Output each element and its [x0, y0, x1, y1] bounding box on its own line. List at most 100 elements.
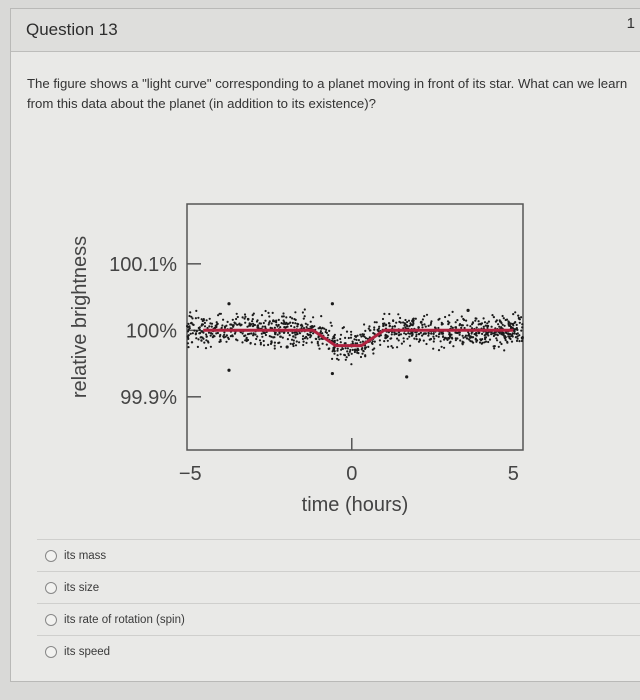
- data-point: [258, 339, 262, 342]
- data-point: [300, 323, 303, 326]
- data-point: [483, 321, 487, 324]
- radio-button[interactable]: [45, 549, 57, 562]
- data-point: [494, 333, 497, 336]
- data-point: [413, 337, 416, 340]
- data-point: [490, 325, 493, 328]
- data-point: [492, 332, 495, 335]
- data-point: [243, 313, 247, 316]
- data-point: [377, 330, 380, 333]
- data-point: [333, 352, 336, 355]
- data-point: [328, 347, 331, 350]
- data-point: [480, 339, 483, 342]
- data-point: [361, 340, 364, 343]
- data-point: [306, 323, 309, 326]
- data-point: [303, 315, 306, 318]
- data-point: [200, 318, 203, 321]
- data-point: [484, 336, 488, 339]
- data-point: [434, 327, 437, 330]
- question-text: The figure shows a "light curve" corresp…: [27, 76, 628, 111]
- data-point: [430, 321, 433, 325]
- data-point: [234, 322, 237, 325]
- data-point: [317, 327, 320, 330]
- outlier-point: [285, 345, 289, 349]
- data-point: [383, 340, 386, 343]
- data-point: [373, 326, 376, 329]
- data-point: [190, 315, 193, 318]
- data-point: [382, 324, 385, 327]
- data-point: [191, 317, 194, 320]
- data-point: [343, 342, 346, 345]
- radio-button[interactable]: [45, 645, 57, 658]
- data-point: [343, 354, 347, 357]
- data-point: [336, 349, 339, 352]
- data-point: [272, 319, 275, 322]
- data-point: [330, 324, 333, 327]
- data-point: [495, 337, 498, 340]
- data-point: [473, 333, 476, 336]
- data-point: [425, 342, 428, 346]
- data-point: [314, 337, 317, 340]
- data-point: [514, 321, 517, 324]
- data-point: [507, 332, 510, 336]
- data-point: [354, 342, 357, 345]
- data-point: [254, 343, 257, 346]
- data-point: [477, 332, 480, 335]
- data-point: [498, 319, 501, 322]
- data-point: [253, 323, 256, 327]
- data-point: [297, 323, 300, 326]
- data-point: [247, 317, 250, 321]
- data-point: [256, 324, 260, 327]
- data-point: [279, 326, 282, 329]
- data-point: [355, 338, 358, 341]
- data-point: [249, 341, 252, 345]
- data-point: [282, 315, 285, 318]
- data-point: [260, 314, 264, 317]
- data-point: [310, 327, 313, 330]
- data-point: [341, 347, 344, 350]
- data-point: [277, 318, 280, 321]
- data-point: [239, 324, 242, 327]
- data-point: [202, 337, 205, 340]
- data-point: [423, 332, 426, 335]
- data-point: [223, 331, 226, 334]
- data-point: [399, 316, 402, 320]
- data-point: [437, 318, 440, 321]
- data-point: [397, 339, 400, 342]
- data-point: [210, 325, 213, 328]
- data-point: [518, 321, 521, 324]
- data-point: [443, 346, 446, 349]
- data-point: [261, 325, 264, 328]
- data-point: [521, 326, 524, 329]
- option-mass[interactable]: its mass: [37, 539, 640, 571]
- data-point: [474, 319, 477, 322]
- radio-button[interactable]: [45, 613, 57, 626]
- option-speed[interactable]: its speed: [37, 635, 640, 667]
- data-point: [404, 333, 408, 336]
- data-point: [360, 348, 363, 351]
- option-rotation[interactable]: its rate of rotation (spin): [37, 603, 640, 635]
- question-points: 1: [626, 15, 635, 32]
- data-point: [186, 342, 190, 345]
- data-point: [186, 330, 190, 333]
- data-point: [222, 318, 225, 321]
- data-point: [433, 337, 436, 340]
- data-point: [460, 315, 463, 318]
- data-point: [215, 325, 218, 328]
- data-point: [350, 352, 353, 355]
- data-point: [484, 324, 487, 327]
- data-point: [477, 323, 480, 326]
- data-point: [321, 342, 324, 345]
- data-point: [309, 320, 312, 323]
- data-point: [302, 317, 305, 320]
- data-point: [379, 343, 382, 346]
- radio-button[interactable]: [45, 581, 57, 594]
- data-point: [514, 311, 517, 314]
- data-point: [515, 323, 518, 326]
- data-point: [303, 308, 306, 311]
- data-point: [503, 349, 506, 352]
- data-point: [487, 340, 490, 344]
- data-point: [382, 322, 385, 326]
- data-point: [263, 331, 266, 335]
- option-size[interactable]: its size: [37, 571, 640, 603]
- data-point: [310, 325, 313, 328]
